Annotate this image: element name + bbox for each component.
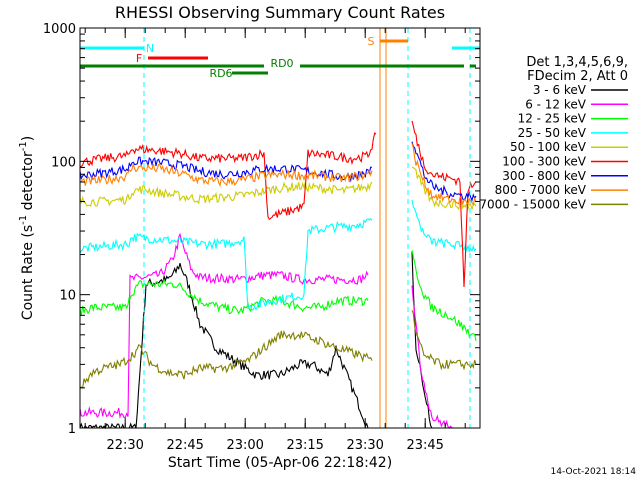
footer-date: 14-Oct-2021 18:14 [551, 467, 637, 477]
y-tick-label-1000: 1000 [43, 22, 76, 37]
y-axis-label-sup1: -1 [18, 215, 29, 225]
legend-label-100-300-kev: 100 - 300 keV [502, 155, 586, 169]
series-line-late-100-300-kev [411, 120, 477, 288]
x-tick-label-23-00: 23:00 [226, 438, 263, 453]
x-tick-label-23-45: 23:45 [406, 438, 443, 453]
x-tick-label-23-15: 23:15 [286, 438, 323, 453]
legend-label-25-50-kev: 25 - 50 keV [518, 126, 587, 140]
legend-label-50-100-kev: 50 - 100 keV [510, 140, 587, 154]
x-tick-label-23-30: 23:30 [346, 438, 383, 453]
series-line-7000-15000-kev [79, 329, 373, 389]
flag-label-rd6: RD6 [209, 67, 232, 80]
legend-header-line-1: Det 1,3,4,5,6,9, [526, 55, 628, 70]
y-axis-label: Count Rate (s-1 detector-1) [18, 136, 36, 320]
legend-label-800-7000-kev: 800 - 7000 keV [495, 183, 587, 197]
y-axis-label-main: Count Rate (s [20, 225, 36, 320]
flag-label-rd0: RD0 [270, 57, 293, 70]
x-tick-label-22-45: 22:45 [166, 438, 203, 453]
x-tick-label-22-30: 22:30 [106, 438, 143, 453]
legend-label-7000-15000-kev: 7000 - 15000 keV [479, 197, 586, 211]
series-line-300-800-kev [79, 156, 373, 183]
x-axis: 22:30 22:45 23:00 23:15 23:30 23:45 [84, 28, 466, 453]
flag-layer: NF S RD0 RD6 [80, 35, 480, 80]
series-line-late-12-25-kev [411, 250, 477, 342]
y-axis: 1 10 100 1000 [43, 22, 480, 437]
x-axis-label: Start Time (05-Apr-06 22:18:42) [168, 455, 392, 471]
y-tick-label-1: 1 [68, 422, 76, 437]
vline-layer [143, 28, 471, 428]
series-line-50-100-kev [79, 181, 373, 207]
y-tick-label-100: 100 [51, 155, 76, 170]
series-line-late-50-100-kev [411, 166, 477, 212]
chart-title: RHESSI Observing Summary Count Rates [115, 3, 445, 22]
y-axis-label-mid: detector [20, 151, 36, 215]
y-axis-label-end: ) [20, 136, 36, 141]
legend-label-300-800-kev: 300 - 800 keV [502, 169, 586, 183]
flag-label-s: S [368, 35, 375, 48]
plot-frame [79, 27, 481, 429]
series-line-late-800-7000-kev [411, 143, 477, 206]
y-axis-label-sup2: -1 [18, 141, 29, 151]
series-line-12-25-kev [79, 278, 369, 316]
legend-header-line-2: FDecim 2, Att 0 [527, 69, 628, 84]
legend-label-3-6-kev: 3 - 6 keV [533, 83, 587, 97]
series-line-25-50-kev [79, 218, 373, 311]
series-line-100-300-kev [79, 132, 377, 221]
legend-label-6-12-kev: 6 - 12 keV [525, 97, 587, 111]
series-line-late-7000-15000-kev [411, 310, 477, 371]
series-line-6-12-kev [79, 232, 369, 419]
y-tick-label-10: 10 [59, 289, 76, 304]
legend: Det 1,3,4,5,6,9, FDecim 2, Att 0 3 - 6 k… [479, 55, 628, 211]
flag-label-f: F [136, 52, 142, 65]
series-line-late-300-800-kev [411, 141, 477, 203]
flag-label-n: N [146, 42, 154, 55]
series-line-late-3-6-kev [411, 251, 433, 429]
series-line-800-7000-kev [79, 162, 373, 188]
legend-label-12-25-kev: 12 - 25 keV [518, 112, 587, 126]
